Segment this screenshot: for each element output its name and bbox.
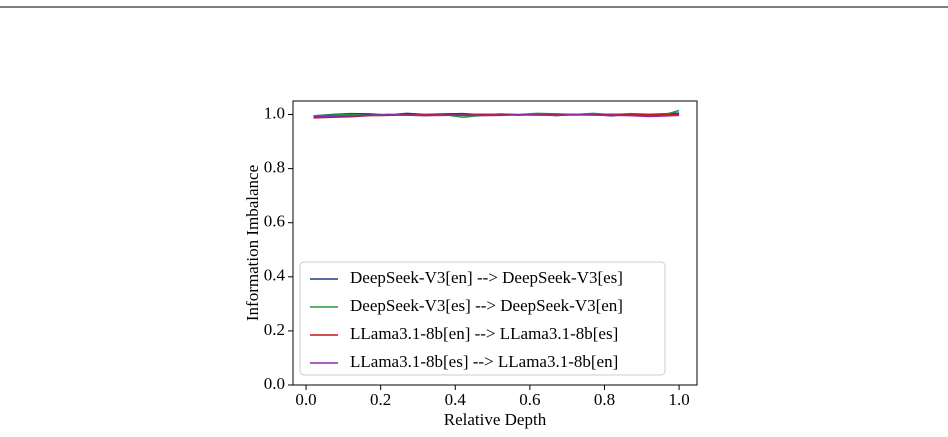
legend-label: LLama3.1-8b[en] --> LLama3.1-8b[es] [350, 324, 618, 343]
x-tick-label: 0.0 [295, 390, 316, 409]
x-tick-label: 0.4 [445, 390, 467, 409]
y-tick-label: 0.0 [264, 374, 285, 393]
legend-label: DeepSeek-V3[en] --> DeepSeek-V3[es] [350, 268, 623, 287]
series-line [313, 113, 680, 118]
x-tick-label: 0.6 [519, 390, 540, 409]
y-tick-label: 0.6 [264, 212, 285, 231]
x-axis-label: Relative Depth [444, 410, 547, 429]
y-tick-label: 0.2 [264, 320, 285, 339]
legend-label: LLama3.1-8b[es] --> LLama3.1-8b[en] [350, 352, 618, 371]
y-tick-label: 0.4 [264, 266, 286, 285]
axes-frame [292, 100, 698, 386]
legend-box [299, 261, 666, 376]
y-tick-label: 1.0 [264, 103, 285, 122]
y-tick-label: 0.8 [264, 158, 285, 177]
legend-label: DeepSeek-V3[es] --> DeepSeek-V3[en] [350, 296, 623, 315]
x-tick-label: 1.0 [668, 390, 689, 409]
x-tick-label: 0.8 [594, 390, 615, 409]
x-tick-label: 0.2 [370, 390, 391, 409]
y-axis-label: Information Imbalance [243, 165, 262, 321]
